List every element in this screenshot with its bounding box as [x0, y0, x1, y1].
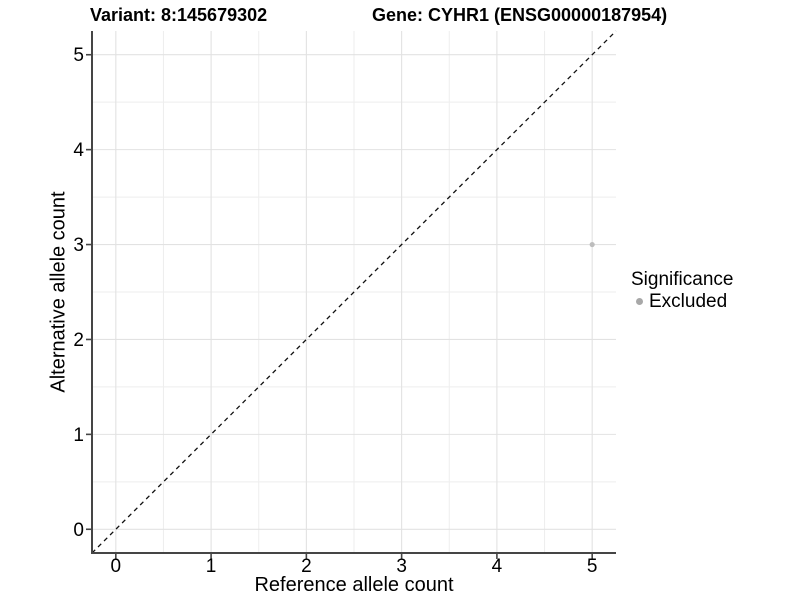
legend: Significance Excluded [631, 269, 733, 312]
x-tick-label: 2 [301, 556, 312, 577]
plot-title-variant: Variant: 8:145679302 [90, 5, 268, 25]
legend-title: Significance [631, 269, 734, 290]
data-point [589, 241, 595, 248]
y-tick-label: 2 [73, 330, 84, 351]
y-tick-label: 0 [73, 520, 84, 541]
identity-dashed-line [91, 30, 617, 554]
x-tick-label: 5 [587, 556, 598, 577]
x-tick-label: 0 [111, 556, 122, 577]
x-tick-label: 1 [206, 556, 217, 577]
y-tick-label: 5 [73, 45, 84, 66]
x-tick-label: 3 [396, 556, 407, 577]
x-tick-label: 4 [492, 556, 503, 577]
y-axis-title: Alternative allele count [47, 191, 70, 393]
y-tick-label: 1 [73, 425, 84, 446]
y-tick-label: 4 [73, 140, 84, 161]
y-tick-label: 3 [73, 235, 84, 256]
legend-item-excluded: Excluded [631, 291, 733, 312]
legend-item-label: Excluded [649, 291, 728, 312]
x-axis-title: Reference allele count [254, 574, 454, 596]
legend-point-icon [636, 298, 643, 305]
plot-title-gene: Gene: CYHR1 (ENSG00000187954) [372, 5, 668, 25]
